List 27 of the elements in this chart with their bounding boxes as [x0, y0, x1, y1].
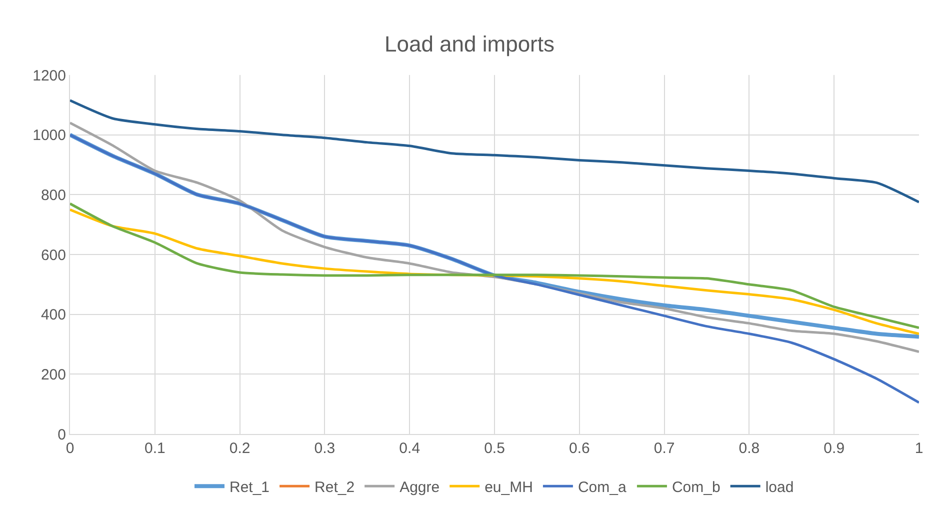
x-tick-label: 0.3 [314, 440, 336, 457]
x-tick-label: 1 [914, 440, 924, 457]
legend-label: eu_MH [484, 479, 533, 496]
y-tick-label: 0 [58, 426, 66, 444]
line-series [70, 99, 919, 204]
chart-title: Load and imports [384, 31, 554, 56]
legend-label: Ret_2 [314, 479, 355, 496]
x-tick-label: 0.7 [654, 440, 675, 457]
x-tick-label: 0.1 [144, 440, 166, 457]
x-tick-label: 0.9 [824, 440, 845, 457]
legend-label: Ret_1 [230, 479, 270, 496]
y-tick-label: 1200 [32, 67, 66, 84]
y-tick-label: 200 [40, 366, 66, 384]
y-tick-label: 1000 [32, 127, 66, 144]
legend-label: Com_a [578, 479, 627, 496]
legend-label: load [765, 479, 794, 496]
y-tick-label: 800 [40, 186, 66, 204]
y-tick-label: 600 [40, 246, 66, 264]
x-tick-label: 0.4 [399, 440, 420, 457]
x-tick-label: 0.8 [738, 440, 760, 457]
legend-label: Aggre [400, 479, 440, 496]
x-tick-label: 0.5 [484, 440, 505, 457]
x-tick-label: 0.6 [568, 440, 590, 457]
y-tick-label: 400 [40, 306, 66, 324]
line-series [70, 134, 919, 404]
legend-label: Com_b [672, 479, 720, 496]
x-tick-label: 0.2 [229, 440, 250, 457]
